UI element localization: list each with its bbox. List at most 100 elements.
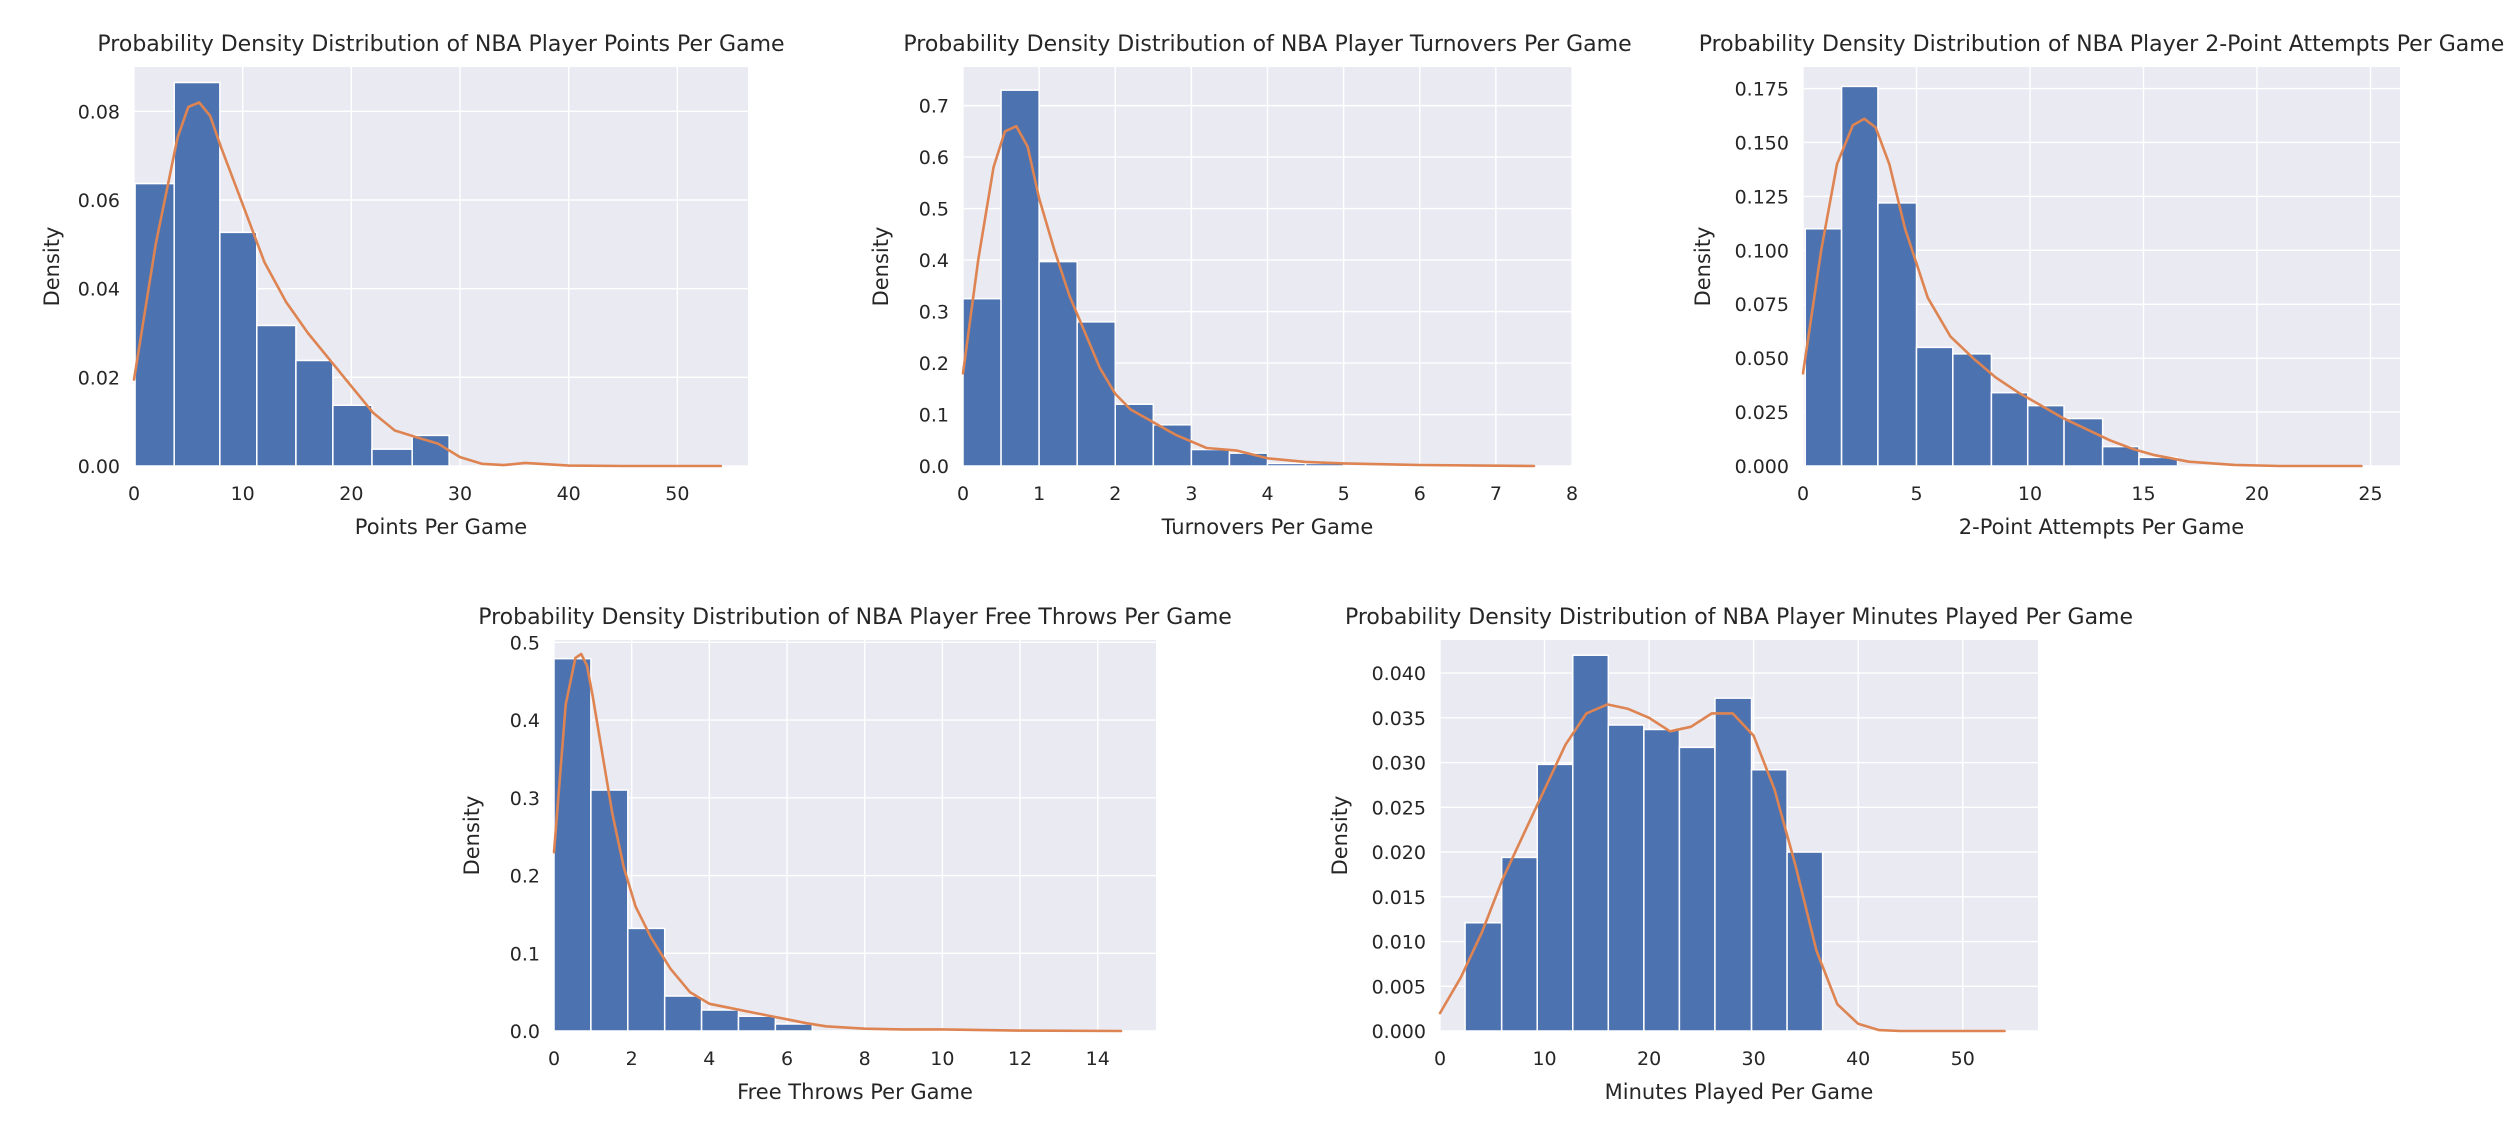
chart-3: 0 5 10 15 20 25 0.000 0.025 0.050 0.075 0.100 0.125… [1691,32,2504,539]
kde-line [1801,117,2363,468]
x-axis-label: Free Throws Per Game [737,1080,973,1104]
x-tick-label: 4 [1261,483,1273,505]
histogram-bar [1952,353,1993,467]
y-tick-label: 0.3 [510,788,540,810]
x-tick-label: 2 [1109,483,1121,505]
histogram-bar [1536,763,1574,1032]
y-tick-label: 0.000 [1735,456,1789,478]
histogram-bar [627,927,666,1032]
y-tick-label: 0.06 [78,190,120,212]
y-axis-label: Density [40,227,64,307]
kde-line [1438,703,2006,1033]
histogram-bar [700,1009,740,1032]
x-axis-label: Minutes Played Per Game [1605,1080,1874,1104]
y-tick-label: 0.2 [510,866,540,888]
histogram-bar [371,448,413,467]
x-axis-label: 2-Point Attempts Per Game [1959,515,2244,539]
histogram-bar [1076,321,1116,467]
y-tick-label: 0.125 [1735,186,1789,208]
kde-line [552,652,1123,1033]
histogram-bar [219,231,258,467]
histogram-bar [332,404,373,467]
histogram-bar [774,1023,814,1032]
histogram-bar [1714,697,1753,1032]
histogram-bar [2063,417,2104,467]
histogram-bar [1840,85,1879,467]
y-tick-label: 0.035 [1372,708,1426,730]
y-tick-label: 0.08 [78,101,120,123]
x-axis-label: Points Per Game [355,515,527,539]
histogram-bars [553,657,814,1032]
chart-4: 0 2 4 6 8 10 12 14 0.0 0.1 0.2 0.3 0.4 0.5 Free Throws… [460,605,1232,1104]
histogram-bar [1500,856,1538,1032]
x-tick-label: 7 [1490,483,1502,505]
x-tick-label: 6 [781,1048,793,1070]
histogram-bar [1750,768,1788,1032]
x-tick-label: 0 [1797,483,1809,505]
y-tick-label: 0.150 [1735,132,1789,154]
x-tick-label: 8 [859,1048,871,1070]
x-tick-label: 10 [231,483,255,505]
y-tick-label: 0.4 [510,710,540,732]
y-tick-label: 0.00 [78,456,120,478]
histogram-bar [1804,228,1843,467]
y-tick-label: 0.000 [1372,1021,1426,1043]
y-tick-label: 0.100 [1735,240,1789,262]
y-axis-label: Density [460,796,484,876]
x-tick-label: 14 [1086,1048,1110,1070]
histogram-bar [2101,445,2140,467]
y-tick-label: 0.1 [510,943,540,965]
x-tick-label: 6 [1414,483,1426,505]
histogram-bar [553,657,592,1032]
x-tick-label: 10 [1532,1048,1556,1070]
histogram-bar [1228,452,1269,467]
y-tick-label: 0.0 [510,1021,540,1043]
y-tick-label: 0.5 [919,199,949,221]
histogram-bar [1152,424,1193,467]
x-tick-label: 20 [339,483,363,505]
x-tick-label: 10 [930,1048,954,1070]
histogram-bar [1990,391,2029,467]
histogram-bar [1678,746,1716,1032]
x-tick-label: 5 [1338,483,1350,505]
y-tick-label: 0.2 [919,353,949,375]
x-tick-label: 30 [1742,1048,1766,1070]
x-tick-label: 1 [1033,483,1045,505]
x-tick-label: 15 [2131,483,2155,505]
y-tick-label: 0.025 [1372,797,1426,819]
y-tick-label: 0.075 [1735,294,1789,316]
x-tick-label: 5 [1910,483,1922,505]
y-tick-label: 0.030 [1372,753,1426,775]
chart-title: Probability Density Distribution of NBA … [1345,605,2133,630]
histogram-bar [1607,724,1645,1032]
kde-line [961,124,1536,468]
histogram-bar [173,81,221,467]
histogram-bar [134,182,175,467]
x-tick-label: 50 [1951,1048,1975,1070]
x-tick-label: 0 [128,483,140,505]
chart-2: 0 1 2 3 4 5 6 7 8 0.0 0.1 0.2 0.3 0.4 0.5 0.6 0.7 Turnove… [869,32,1632,539]
chart-title: Probability Density Distribution of NBA … [97,32,784,57]
histogram-bar [1786,851,1824,1032]
y-tick-label: 0.175 [1735,79,1789,101]
histogram-bar [663,995,703,1032]
histogram-bar [1000,89,1040,467]
histogram-bar [1464,921,1503,1032]
chart-title: Probability Density Distribution of NBA … [1699,32,2505,57]
x-tick-label: 25 [2358,483,2382,505]
x-tick-label: 0 [548,1048,560,1070]
histogram-bar [1190,448,1231,467]
x-axis-label: Turnovers Per Game [1161,515,1374,539]
y-axis-label: Density [1691,227,1715,307]
y-tick-label: 0.040 [1372,663,1426,685]
x-tick-label: 40 [1846,1048,1870,1070]
y-tick-label: 0.4 [919,250,949,272]
chart-5: 0 10 20 30 40 50 0.000 0.005 0.010 0.015 0.020 0.02… [1328,605,2133,1104]
x-tick-label: 0 [957,483,969,505]
histogram-bar [1915,346,1954,467]
y-tick-label: 0.010 [1372,932,1426,954]
histogram-bars [962,89,1345,467]
histogram-bars [134,81,450,467]
y-tick-label: 0.6 [919,147,949,169]
x-tick-label: 10 [2018,483,2042,505]
